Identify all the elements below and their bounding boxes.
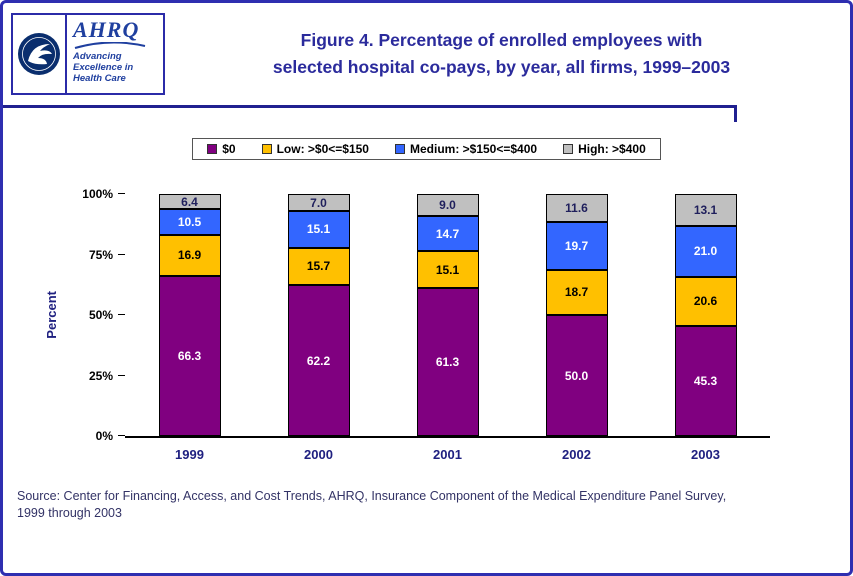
y-axis-ticks: 0% 25% 50% 75% 100% [69, 187, 125, 443]
bar-2002: 50.0 18.7 19.7 11.6 [545, 194, 608, 436]
y-tick-mark [118, 253, 125, 255]
y-tick-label: 100% [82, 187, 113, 201]
bar-segment: 62.2 [287, 285, 350, 436]
legend-swatch-icon [207, 144, 218, 154]
bar-segment: 61.3 [416, 287, 479, 436]
y-tick-mark [118, 314, 125, 315]
ahrq-logo: AHRQ Advancing Excellence in Health Care [67, 15, 163, 93]
bar-2000: 62.2 15.7 15.1 7.0 [287, 194, 350, 436]
bar-segment: 15.7 [287, 247, 350, 286]
y-tick-label: 25% [88, 368, 113, 383]
ahrq-tagline-line3: Health Care [73, 72, 126, 84]
x-axis-label: 2003 [691, 447, 720, 462]
plot-column: 0% 25% 50% 75% 100% 66.3 16.9 10.5 6.4 62.2 15.7 1… [69, 187, 770, 462]
bar-segment: 18.7 [545, 269, 608, 315]
source-line1: Source: Center for Financing, Access, an… [17, 489, 727, 503]
bar-segment: 20.6 [674, 276, 737, 327]
legend-swatch-icon [394, 144, 405, 154]
header-divider-tick [734, 105, 737, 122]
bar-segment: 7.0 [287, 194, 350, 211]
y-axis-title-column: Percent [33, 194, 69, 436]
x-axis-labels: 1999 2000 2001 2002 2003 [125, 447, 770, 462]
legend-label: High: >$400 [578, 142, 646, 156]
chart-title-line1: Figure 4. Percentage of enrolled employe… [300, 30, 703, 50]
source-note: Source: Center for Financing, Access, an… [17, 488, 830, 522]
source-line2: 1999 through 2003 [17, 505, 122, 520]
ahrq-wordmark: AHRQ [73, 17, 140, 42]
title-block: Figure 4. Percentage of enrolled employe… [165, 13, 838, 95]
legend-label: $0 [222, 142, 236, 156]
bar-2001: 61.3 15.1 14.7 9.0 [416, 194, 479, 436]
legend-swatch-icon [563, 144, 574, 154]
bar-segment: 6.4 [158, 193, 221, 210]
hhs-logo [13, 15, 67, 93]
y-tick-mark [118, 435, 125, 436]
bar-2003: 45.3 20.6 21.0 13.1 [674, 194, 737, 436]
legend: $0 Low: >$0<=$150 Medium: >$150<=$400 High:… [192, 138, 661, 160]
y-axis-title: Percent [43, 291, 59, 339]
bar-segment: 13.1 [674, 194, 737, 226]
bar-segment: 16.9 [158, 234, 221, 276]
bar-segment: 14.7 [416, 215, 479, 252]
bar-segment: 15.1 [287, 210, 350, 248]
hhs-seal-icon [18, 33, 60, 75]
legend-label: Medium: >$150<=$400 [409, 142, 538, 156]
bar-segment: 10.5 [158, 209, 221, 235]
bar-segment: 50.0 [545, 315, 608, 436]
bar-1999: 66.3 16.9 10.5 6.4 [158, 193, 221, 436]
x-axis-label: 1999 [175, 447, 204, 462]
y-tick-label: 50% [88, 308, 113, 322]
bar-segment: 15.1 [416, 251, 479, 288]
legend-item-3: High: >$400 [563, 142, 646, 156]
x-axis-label: 2001 [433, 447, 462, 462]
y-tick-mark [118, 374, 125, 376]
bar-segment: 9.0 [416, 194, 479, 216]
bar-segment: 21.0 [674, 225, 737, 277]
bar-segment: 11.6 [545, 194, 608, 223]
bar-segment: 45.3 [674, 326, 737, 436]
header-divider [3, 105, 737, 122]
plot-area: 66.3 16.9 10.5 6.4 62.2 15.7 15.1 7.0 61.3 15.1 14… [118, 193, 770, 438]
y-tick-mark [118, 193, 125, 194]
legend-item-1: Low: >$0<=$150 [261, 142, 369, 156]
legend-label: Low: >$0<=$150 [276, 142, 369, 156]
bar-segment: 66.3 [158, 275, 221, 436]
ahrq-swoosh-icon [74, 42, 146, 49]
x-axis-label: 2002 [562, 447, 591, 462]
x-axis-label: 2000 [304, 447, 333, 462]
y-tick-label: 75% [88, 247, 113, 262]
chart: Percent 0% 25% 50% 75% 100% 66.3 16.9 10.5 6.4 6… [3, 187, 850, 462]
legend-item-2: Medium: >$150<=$400 [394, 142, 538, 156]
legend-item-0: $0 [207, 142, 236, 156]
agency-logo: AHRQ Advancing Excellence in Health Care [11, 13, 165, 95]
bar-segment: 19.7 [545, 222, 608, 270]
ahrq-tagline: Advancing Excellence in Health Care [73, 51, 159, 85]
bars: 66.3 16.9 10.5 6.4 62.2 15.7 15.1 7.0 61.3 15.1 14… [125, 193, 770, 436]
ahrq-tagline-line1: Advancing [73, 51, 122, 62]
header: AHRQ Advancing Excellence in Health Care… [3, 3, 850, 99]
plot-row: 0% 25% 50% 75% 100% 66.3 16.9 10.5 6.4 62.2 15.7 1… [69, 187, 770, 443]
chart-title-line2: selected hospital co-pays, by year, all … [272, 57, 731, 78]
legend-swatch-icon [261, 144, 272, 154]
y-tick-label: 0% [95, 429, 113, 443]
ahrq-tagline-line2: Excellence in [73, 61, 134, 73]
